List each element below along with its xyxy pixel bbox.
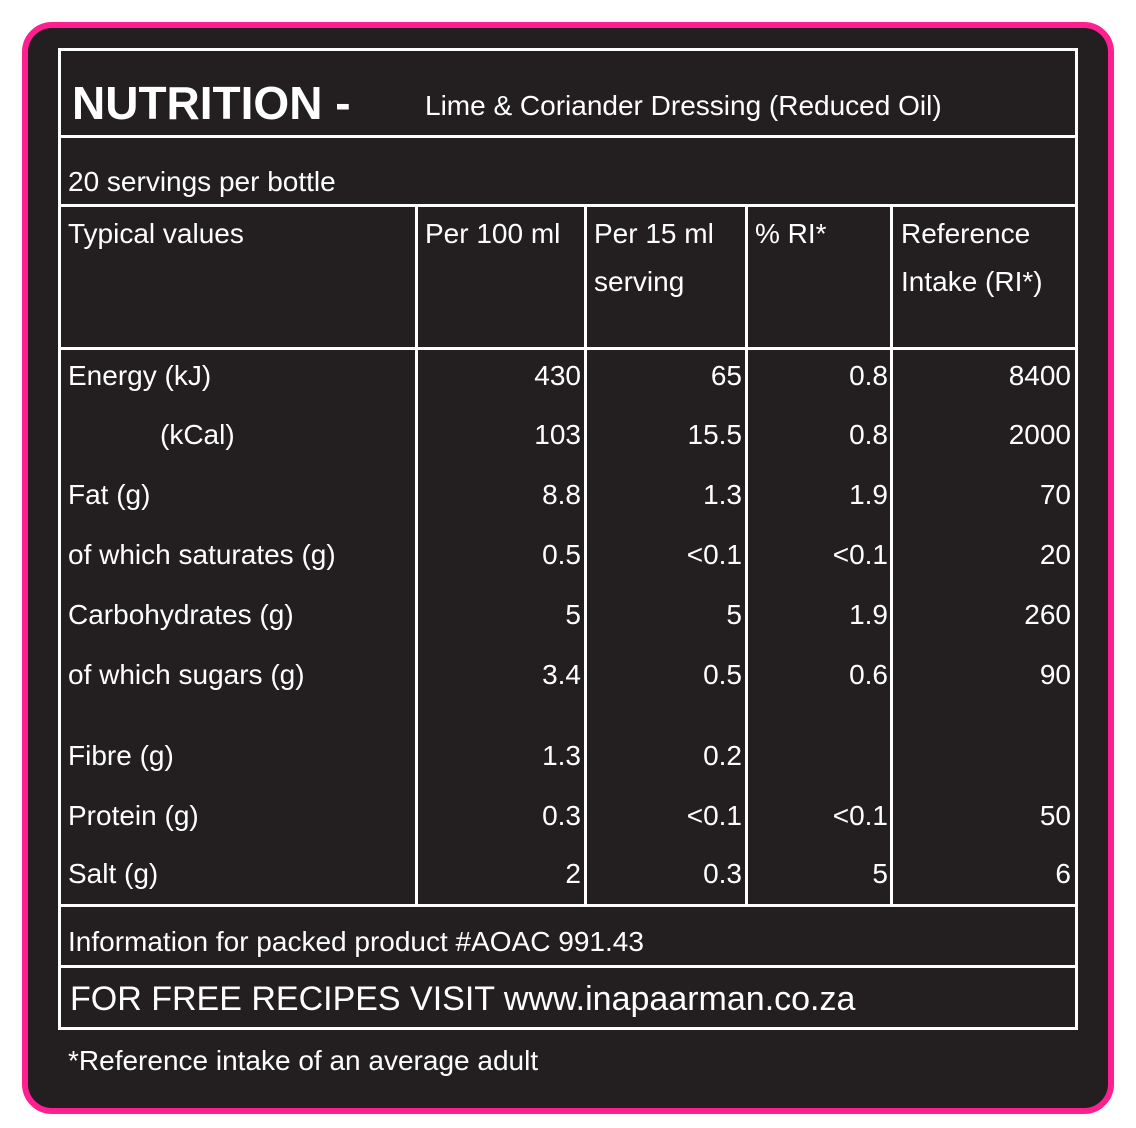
header-percent-ri: % RI* <box>755 218 827 249</box>
cell-per-serving: 65 <box>710 360 742 391</box>
nutrition-table <box>58 48 1078 1030</box>
cell-percent-ri: 0.8 <box>849 419 888 450</box>
cell-per-100ml: 3.4 <box>542 659 581 690</box>
column-divider-1 <box>415 204 418 907</box>
reference-intake-footnote: *Reference intake of an average adult <box>68 1045 539 1076</box>
cell-per-serving: 0.2 <box>703 740 742 771</box>
cell-percent-ri: 0.8 <box>849 360 888 391</box>
cell-per-serving: 0.3 <box>703 858 742 889</box>
cell-per-serving: 0.5 <box>703 659 742 690</box>
cell-per-serving: 15.5 <box>687 419 743 450</box>
divider-rows-end <box>58 904 1078 907</box>
cell-per-100ml: 5 <box>565 599 581 630</box>
divider-header <box>58 347 1078 350</box>
row-label-carbohydrates: Carbohydrates (g) <box>68 599 294 630</box>
cell-reference-intake: 8400 <box>1008 360 1071 391</box>
header-typical-values: Typical values <box>68 218 244 249</box>
divider-servings <box>58 204 1078 207</box>
cell-percent-ri: <0.1 <box>832 539 888 570</box>
cell-per-serving: <0.1 <box>686 539 742 570</box>
header-ri-line2: Intake (RI*) <box>901 266 1043 297</box>
row-label-fibre: Fibre (g) <box>68 740 174 771</box>
header-per-serving-line2: serving <box>594 266 685 297</box>
divider-info <box>58 965 1078 968</box>
cell-per-serving: 1.3 <box>703 479 742 510</box>
header-per-serving-line1: Per 15 ml <box>594 218 714 249</box>
cell-percent-ri: 5 <box>872 858 888 889</box>
row-label-energy-kj: Energy (kJ) <box>68 360 212 391</box>
cell-per-serving: 5 <box>726 599 742 630</box>
row-label-energy-kcal: (kCal) <box>160 419 235 450</box>
servings-per-bottle: 20 servings per bottle <box>68 166 336 197</box>
cell-per-100ml: 0.3 <box>542 800 581 831</box>
cell-per-100ml: 103 <box>534 419 581 450</box>
cell-per-serving: <0.1 <box>686 800 742 831</box>
cell-reference-intake: 260 <box>1024 599 1071 630</box>
row-label-saturates: of which saturates (g) <box>68 539 336 570</box>
header-per-100ml: Per 100 ml <box>425 218 561 249</box>
cell-percent-ri: 1.9 <box>849 479 888 510</box>
cell-reference-intake: 70 <box>1039 479 1071 510</box>
cell-reference-intake: 50 <box>1039 800 1071 831</box>
row-label-sugars: of which sugars (g) <box>68 659 305 690</box>
packed-product-info: Information for packed product #AOAC 991… <box>68 926 644 957</box>
recipes-link-text: FOR FREE RECIPES VISIT www.inapaarman.co… <box>70 980 856 1018</box>
cell-reference-intake: 2000 <box>1008 419 1071 450</box>
cell-reference-intake: 20 <box>1039 539 1071 570</box>
column-divider-2 <box>584 204 587 907</box>
cell-reference-intake: 90 <box>1039 659 1071 690</box>
row-label-salt: Salt (g) <box>68 858 159 889</box>
cell-per-100ml: 1.3 <box>542 740 581 771</box>
cell-per-100ml: 430 <box>534 360 581 391</box>
cell-per-100ml: 2 <box>565 858 581 889</box>
cell-percent-ri: 0.6 <box>849 659 888 690</box>
row-label-fat: Fat (g) <box>68 479 151 510</box>
column-divider-4 <box>890 204 893 907</box>
row-label-protein: Protein (g) <box>68 800 199 831</box>
cell-per-100ml: 0.5 <box>542 539 581 570</box>
cell-percent-ri: <0.1 <box>832 800 888 831</box>
header-ri-line1: Reference <box>901 218 1031 249</box>
product-name: Lime & Coriander Dressing (Reduced Oil) <box>425 90 942 121</box>
cell-reference-intake: 6 <box>1055 858 1071 889</box>
column-divider-3 <box>745 204 748 907</box>
cell-percent-ri: 1.9 <box>849 599 888 630</box>
label-title: NUTRITION - <box>72 77 351 129</box>
cell-per-100ml: 8.8 <box>542 479 581 510</box>
divider-title <box>58 135 1078 138</box>
